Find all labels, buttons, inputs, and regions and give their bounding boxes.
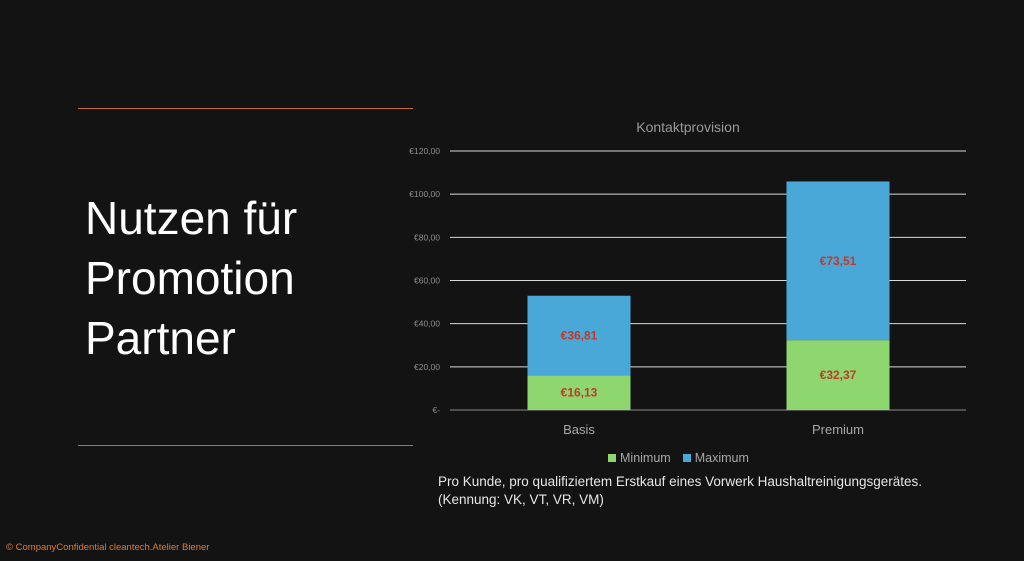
slide-title: Nutzen für Promotion Partner <box>85 192 298 364</box>
y-tick-label: €- <box>432 405 440 415</box>
y-tick-label: €120,00 <box>409 146 440 156</box>
legend-item: Maximum <box>682 451 749 465</box>
top-divider-line <box>78 108 413 109</box>
bar-maximum-basis <box>527 295 631 376</box>
bar-minimum-premium <box>786 340 890 410</box>
y-tick-label: €60,00 <box>414 276 440 286</box>
data-label: €36,81 <box>561 328 598 342</box>
x-tick-label: Basis <box>563 422 595 437</box>
data-label: €32,37 <box>820 368 857 382</box>
chart-legend: Minimum Maximum <box>608 451 749 465</box>
caption-line-2: (Kennung: VK, VT, VR, VM) <box>438 492 604 507</box>
y-tick-label: €100,00 <box>409 189 440 199</box>
legend-label: Maximum <box>694 451 749 465</box>
bottom-divider-line <box>78 445 413 446</box>
bar-minimum-basis <box>527 375 631 410</box>
bar-maximum-premium <box>786 181 890 341</box>
x-tick-label: Premium <box>812 422 864 437</box>
y-tick-label: €80,00 <box>414 232 440 242</box>
footer-copyright: © CompanyConfidential cleantech.Atelier … <box>6 542 210 553</box>
data-label: €73,51 <box>820 254 857 268</box>
legend-swatch <box>682 454 691 462</box>
legend-item: Minimum <box>608 451 671 465</box>
legend-label: Minimum <box>620 451 671 465</box>
y-tick-label: €40,00 <box>414 319 440 329</box>
data-label: €16,13 <box>561 386 598 400</box>
caption-line-1: Pro Kunde, pro qualifiziertem Erstkauf e… <box>438 474 923 489</box>
chart-caption: Pro Kunde, pro qualifiziertem Erstkauf e… <box>438 473 998 509</box>
y-tick-label: €20,00 <box>414 362 440 372</box>
chart-title: Kontaktprovision <box>636 119 740 135</box>
legend-swatch <box>608 454 616 462</box>
